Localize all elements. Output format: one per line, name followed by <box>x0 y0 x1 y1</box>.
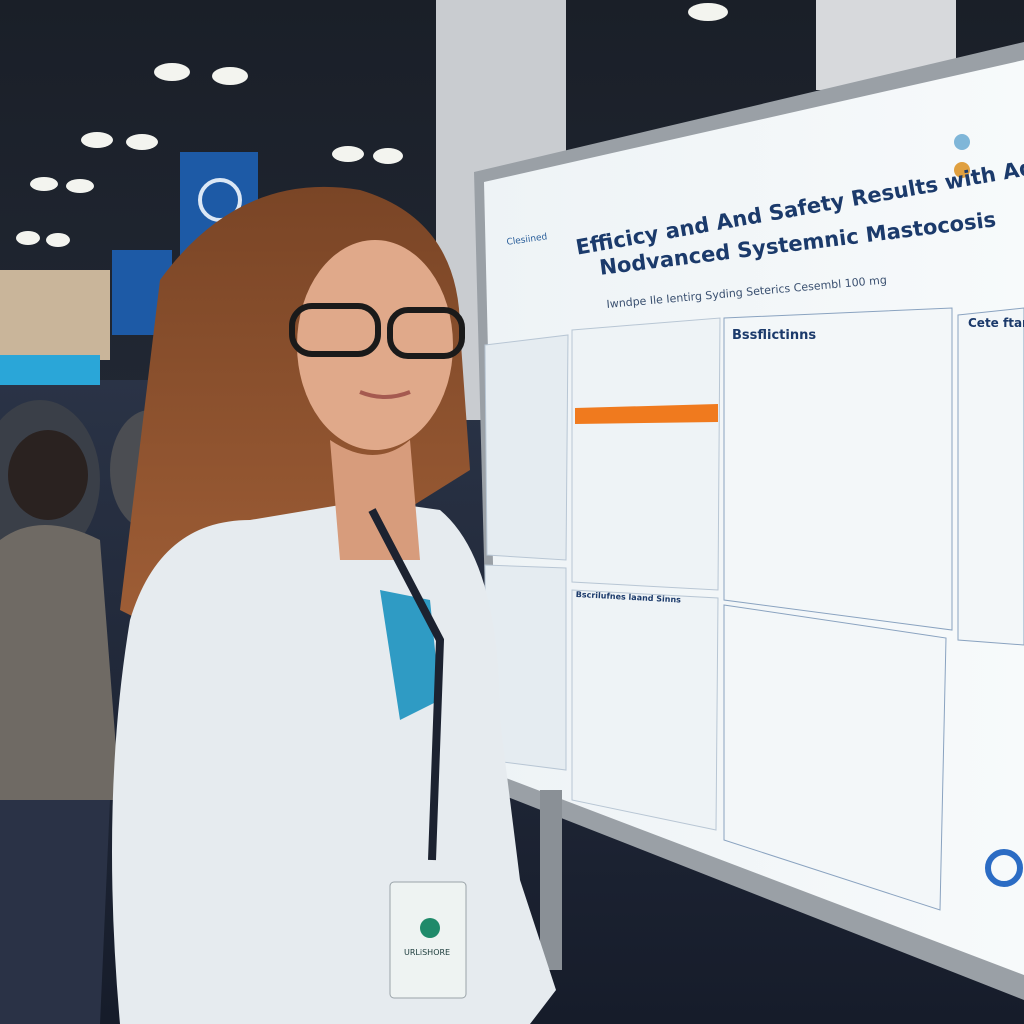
booth-back <box>0 270 110 360</box>
poster-section-right: Cete ftanr <box>968 316 1024 330</box>
booth-sign <box>0 355 100 385</box>
woman <box>112 186 556 1024</box>
poster-board <box>474 42 1024 1000</box>
badge-name: URLiSHORE <box>404 948 451 957</box>
poster-section-results: Bssflictinns <box>732 328 817 343</box>
name-badge <box>389 881 467 999</box>
